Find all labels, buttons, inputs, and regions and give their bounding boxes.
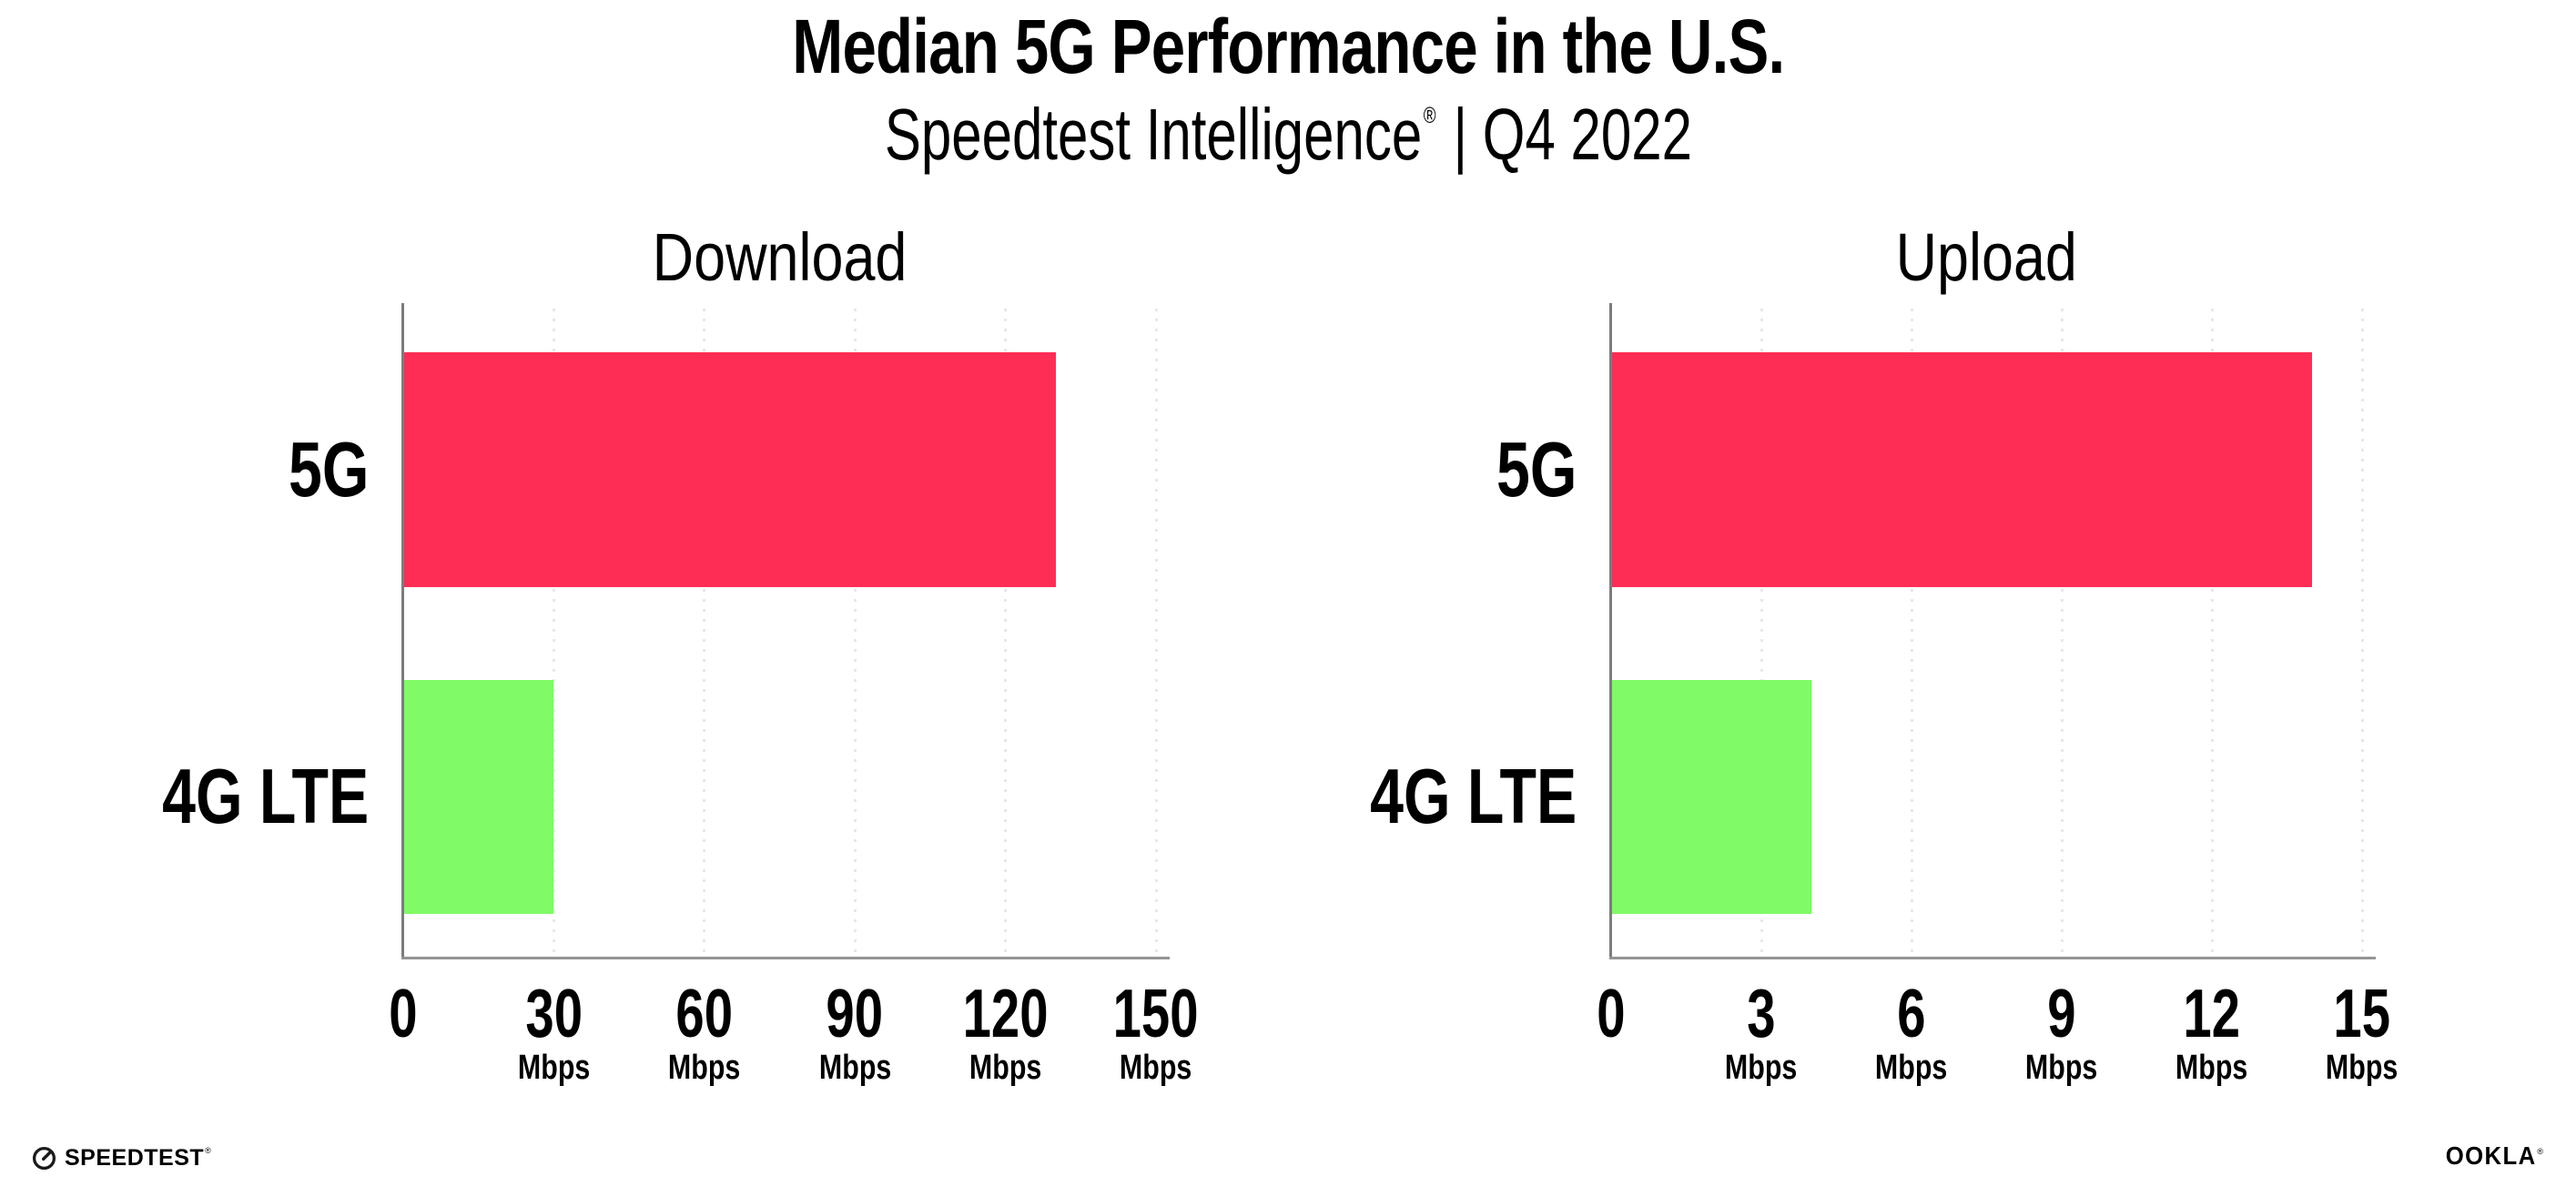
registered-trademark-icon: ® (1423, 103, 1436, 128)
x-tick-unit-label: Mbps (818, 1049, 891, 1087)
ookla-registered-icon: ® (2537, 1147, 2543, 1156)
x-tick-unit-label: Mbps (2326, 1049, 2399, 1087)
5g-category-label: 5G (1496, 426, 1577, 513)
x-tick-label-150: 150 Mbps (1083, 979, 1229, 1087)
x-tick-label-15: 15 Mbps (2289, 979, 2435, 1087)
y-axis-line (1609, 303, 1612, 959)
x-tick-label-6: 6 Mbps (1839, 979, 1984, 1087)
ookla-logo: OOKLA ® (2438, 1141, 2543, 1170)
x-tick-unit-label: Mbps (969, 1049, 1042, 1087)
speedtest-registered-icon: ® (205, 1146, 211, 1155)
x-axis-line (1609, 957, 2376, 959)
page-title: Median 5G Performance in the U.S. (791, 4, 1785, 89)
speedtest-logo-text: SPEEDTEST (65, 1144, 205, 1171)
download-plot-area: 5G 4G LTE 0 30 Mbps 60 Mbps 90 Mbps 120 Mbps 150 Mbp… (162, 303, 1199, 1085)
gridline-9-mbps (2060, 305, 2064, 958)
x-tick-label-3: 3 Mbps (1689, 979, 1834, 1087)
speedtest-logo: SPEEDTEST ® (32, 1145, 211, 1171)
x-tick-label-0: 0 (1597, 975, 1626, 1051)
x-tick-unit-label: Mbps (517, 1049, 591, 1087)
ookla-logo-text: OOKLA (2445, 1141, 2537, 1170)
4g-lte-category-label: 4G LTE (1369, 754, 1577, 840)
5g-category-label: 5G (288, 426, 369, 513)
x-tick-unit-label: Mbps (1875, 1049, 1948, 1087)
x-tick-label-60: 60 Mbps (632, 979, 777, 1087)
5g-bar (1611, 352, 2312, 587)
gridline-15-mbps (2360, 305, 2364, 958)
download-chart-title: Download (652, 219, 908, 295)
subtitle-period: | Q4 2022 (1437, 94, 1692, 175)
gridline-120-mbps (1004, 305, 1008, 958)
gridline-12-mbps (2210, 305, 2214, 958)
gridline-3-mbps (1760, 305, 1763, 958)
x-tick-unit-label: Mbps (2175, 1049, 2248, 1087)
x-tick-unit-label: Mbps (2025, 1049, 2098, 1087)
x-tick-label-90: 90 Mbps (782, 979, 928, 1087)
upload-chart-title: Upload (1895, 219, 2078, 295)
x-tick-unit-label: Mbps (1120, 1049, 1192, 1087)
gridline-60-mbps (703, 305, 706, 958)
y-axis-line (401, 303, 404, 959)
5g-bar (403, 352, 1056, 587)
4g-lte-category-label: 4G LTE (161, 754, 369, 840)
subtitle-brand: Speedtest Intelligence (884, 94, 1422, 175)
x-tick-label-30: 30 Mbps (481, 979, 626, 1087)
upload-plot-area: 5G 4G LTE 0 3 Mbps 6 Mbps 9 Mbps 12 Mbps 15 Mbps (1370, 303, 2399, 1085)
4g-lte-bar (403, 680, 554, 914)
x-tick-unit-label: Mbps (1725, 1049, 1798, 1087)
x-tick-label-120: 120 Mbps (933, 979, 1079, 1087)
x-tick-label-12: 12 Mbps (2139, 979, 2285, 1087)
page-subtitle: Speedtest Intelligence® | Q4 2022 (0, 98, 2576, 171)
x-axis-line (401, 957, 1170, 959)
gridline-90-mbps (853, 305, 857, 958)
4g-lte-bar (1611, 680, 1811, 914)
x-tick-label-0: 0 (389, 975, 418, 1051)
gridline-6-mbps (1910, 305, 1913, 958)
gridline-30-mbps (552, 305, 555, 958)
speedtest-gauge-icon (32, 1146, 56, 1170)
x-tick-unit-label: Mbps (668, 1049, 741, 1087)
gridline-150-mbps (1154, 305, 1158, 958)
x-tick-label-9: 9 Mbps (1989, 979, 2135, 1087)
